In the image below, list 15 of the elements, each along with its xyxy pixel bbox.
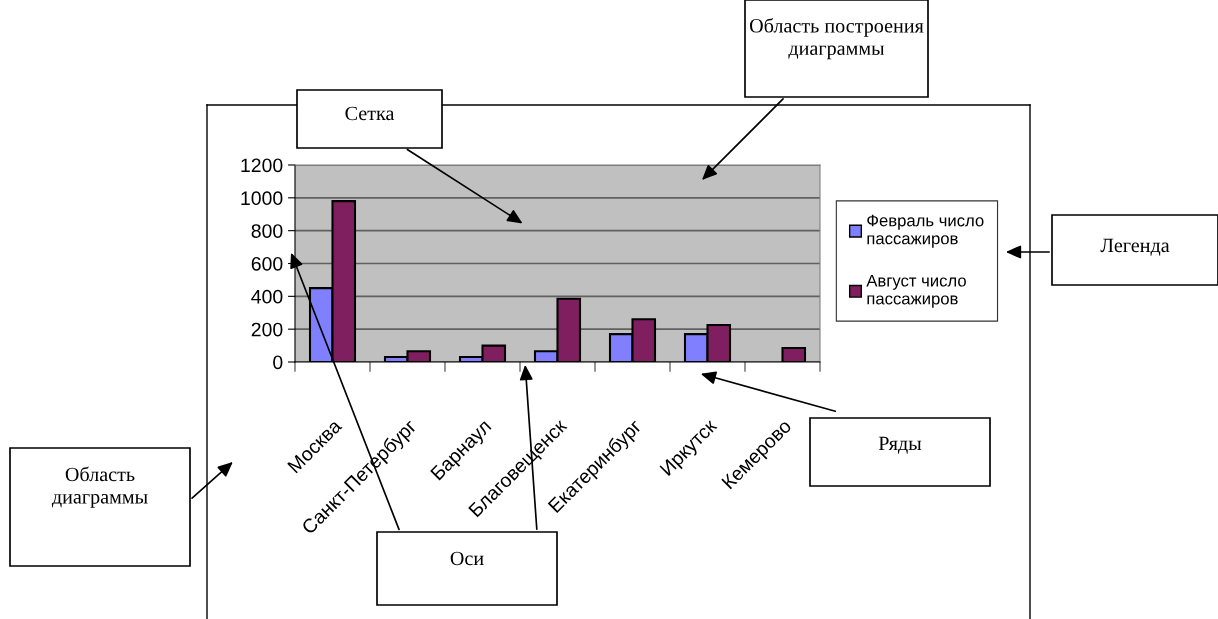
- y-tick-label: 400: [251, 289, 283, 304]
- text: Легенда: [1100, 238, 1170, 256]
- y-tick-label: 600: [251, 256, 283, 271]
- legend-label: Февраль число пассажиров: [867, 214, 984, 248]
- text: Сетка: [345, 106, 395, 121]
- y-tick-label: 0: [273, 355, 283, 370]
- text: Область построения диаграммы: [749, 18, 924, 60]
- text: Оси: [450, 551, 484, 566]
- y-tick-label: 1000: [241, 191, 283, 206]
- y-tick-label: 800: [251, 224, 283, 238]
- y-tick-label: 1200: [241, 158, 283, 173]
- y-tick-label: 200: [251, 322, 283, 337]
- legend-label: Август число пассажиров: [866, 274, 966, 308]
- text: Область диаграммы: [51, 466, 148, 508]
- text: Ряды: [878, 436, 922, 454]
